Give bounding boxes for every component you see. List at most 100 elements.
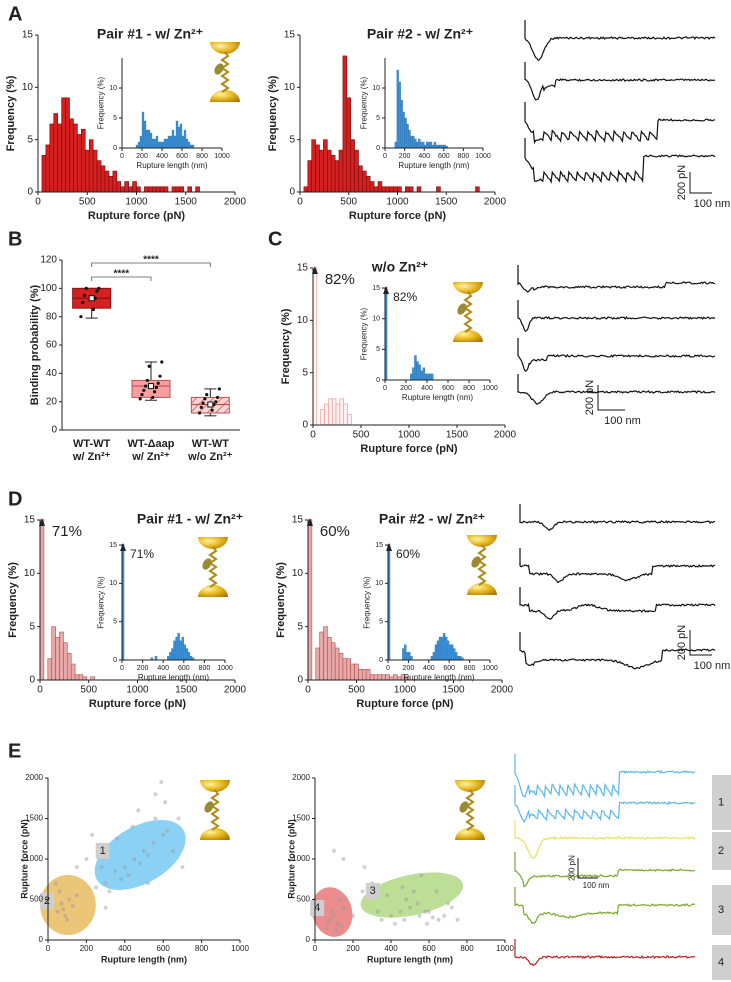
x-tick-label: 500 xyxy=(80,685,97,696)
x-tick-label: 200 xyxy=(136,153,148,160)
y-axis-label: Frequency (%) xyxy=(359,76,368,129)
bar xyxy=(41,155,47,192)
significance-label: **** xyxy=(114,269,130,280)
data-point xyxy=(330,909,335,914)
x-tick-label: 2000 xyxy=(224,197,247,208)
x-axis-label: Rupture length (nm) xyxy=(402,393,473,402)
adhesin-domain xyxy=(202,558,212,570)
data-point xyxy=(427,909,431,914)
bar xyxy=(67,653,72,680)
mean xyxy=(88,295,95,302)
x-tick-label: w/ Zn²⁺ xyxy=(131,451,170,463)
force-trace xyxy=(519,632,716,670)
force-trace xyxy=(519,587,716,621)
y-tick-label: 10 xyxy=(24,568,36,579)
x-tick-label: 1500 xyxy=(435,197,458,208)
force-trace xyxy=(517,300,716,333)
bar xyxy=(434,644,438,660)
bar xyxy=(187,186,192,192)
scale-bar xyxy=(689,630,712,656)
data-point xyxy=(402,917,407,922)
bar xyxy=(157,141,161,148)
data-point xyxy=(67,897,72,902)
bar xyxy=(179,123,183,148)
y-tick-label: 0 xyxy=(376,145,380,152)
bar xyxy=(78,674,84,680)
bar xyxy=(335,403,341,425)
x-axis-label: Rupture force (pN) xyxy=(360,443,458,455)
overflow-arrow xyxy=(386,543,393,551)
bars xyxy=(40,519,95,680)
x-axis-label: Rupture force (pN) xyxy=(349,210,447,222)
adhesin-domain xyxy=(471,556,481,568)
x-tick-label: 800 xyxy=(464,665,476,672)
y-tick-label: 15 xyxy=(372,285,380,292)
data-point xyxy=(415,901,420,906)
x-tick-label: 1000 xyxy=(398,430,421,441)
bar xyxy=(362,170,367,192)
trace-group-box xyxy=(712,945,731,980)
bar xyxy=(365,669,371,680)
molecule-icon xyxy=(200,780,230,840)
y-tick-label: 15 xyxy=(109,542,117,549)
y-axis-label: Frequency (%) xyxy=(267,75,279,151)
gold-surface xyxy=(198,585,228,597)
bar xyxy=(323,626,328,680)
bar xyxy=(433,141,437,148)
bar xyxy=(308,519,313,680)
x-axis-label: Rupture length (nm) xyxy=(138,673,209,682)
data-point xyxy=(115,836,120,841)
data-point xyxy=(91,307,96,312)
bar xyxy=(453,648,456,660)
x-tick-label: 500 xyxy=(340,197,357,208)
bar xyxy=(397,186,402,192)
y-tick-label: 0 xyxy=(297,675,303,686)
y-tick-label: 10 xyxy=(22,82,34,93)
data-point xyxy=(61,907,66,912)
x-tick-label: 1500 xyxy=(175,197,198,208)
bar xyxy=(444,636,448,660)
gold-surface xyxy=(210,90,240,102)
data-point xyxy=(362,865,367,870)
data-point xyxy=(118,877,123,882)
trace-group-box xyxy=(712,885,731,935)
bar xyxy=(144,186,149,192)
data-point xyxy=(140,392,144,397)
bar xyxy=(447,640,450,660)
data-point xyxy=(107,889,112,894)
bar xyxy=(334,160,340,192)
y-tick-label: 100 xyxy=(40,283,57,294)
x-tick-label: 0 xyxy=(120,153,124,160)
bar xyxy=(165,138,169,148)
x-tick-label: 1000 xyxy=(482,665,498,672)
force-trace xyxy=(524,62,716,101)
bars xyxy=(313,267,352,425)
chart-title: Pair #1 - w/ Zn²⁺ xyxy=(137,511,243,527)
bar xyxy=(163,138,167,148)
y-tick-label: 500 xyxy=(30,895,44,904)
bar xyxy=(171,648,174,660)
x-tick-label: 1500 xyxy=(446,430,469,441)
gold-tip xyxy=(453,282,483,294)
y-tick-label: 5 xyxy=(113,619,117,626)
y-tick-label: 5 xyxy=(27,134,33,145)
scale-length-label: 100 nm xyxy=(694,660,731,672)
helix xyxy=(210,789,220,831)
bar xyxy=(373,186,379,192)
y-tick-label: 15 xyxy=(22,30,34,41)
data-point xyxy=(332,848,336,853)
bar xyxy=(161,141,165,148)
bar xyxy=(402,111,405,148)
cluster-label-box xyxy=(310,900,325,917)
bar xyxy=(442,633,446,660)
helix xyxy=(465,789,475,831)
bar xyxy=(171,186,177,192)
bar xyxy=(116,181,122,192)
data-point xyxy=(379,917,384,922)
cluster xyxy=(40,875,96,935)
overflow-arrow xyxy=(120,543,127,551)
x-tick-label: 0 xyxy=(35,197,41,208)
bar xyxy=(400,99,403,148)
data-point xyxy=(419,873,424,878)
data-point xyxy=(328,917,333,922)
